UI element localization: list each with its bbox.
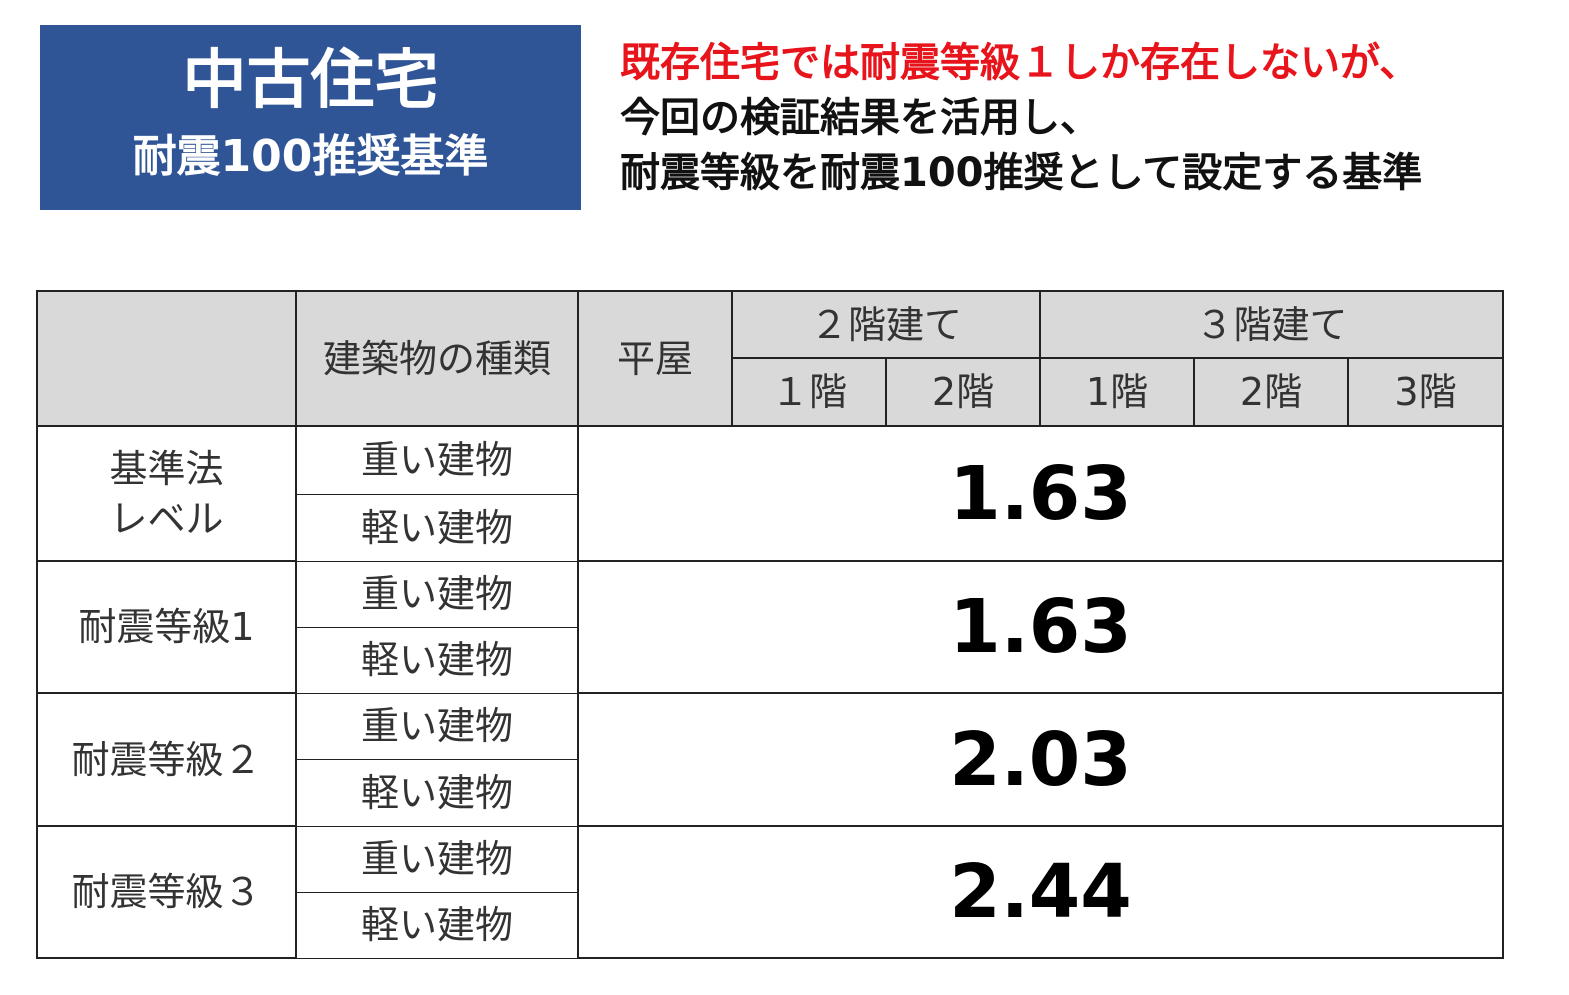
table: 建築物の種類 平屋 ２階建て ３階建て １階 2階 1階 2階 3階 基準法 レ… [36,290,1504,959]
header-cell: 平屋 [577,290,733,427]
body-row: 基準法 レベル 重い建物 1.63 [36,425,1504,562]
body-row: 耐震等級1 重い建物 1.63 [36,560,1504,694]
type-cell: 重い建物 [295,560,579,628]
corner-cell [36,290,297,427]
header-cell: １階 [731,357,887,427]
type-cell: 重い建物 [295,825,579,893]
table-body: 基準法 レベル 重い建物 1.63 軽い建物 耐震等級1 重い建物 1.63 軽い建物 耐震等級… [36,425,1504,959]
body-row: 耐震等級２ 重い建物 2.03 [36,692,1504,827]
header-cell: 1階 [1039,357,1195,427]
type-cell: 軽い建物 [295,758,579,827]
value-cell: 2.03 [577,692,1504,827]
type-cell: 軽い建物 [295,891,579,959]
value-cell: 1.63 [577,425,1504,562]
body-row: 軽い建物 [37,493,1503,562]
header-cell: 2階 [885,357,1041,427]
header-cell: 建築物の種類 [295,290,579,427]
note-line: 今回の検証結果を活用し、 [620,95,1100,141]
body-row: 軽い建物 [37,626,1503,694]
value-cell: 2.44 [577,825,1504,959]
type-cell: 軽い建物 [295,493,579,562]
type-cell: 軽い建物 [295,626,579,694]
type-cell: 重い建物 [295,692,579,760]
group-label: 耐震等級２ [36,692,297,827]
body-row: 軽い建物 [37,891,1503,959]
value-cell: 1.63 [577,560,1504,694]
header-subtitle: 耐震100推奨基準 [132,131,489,182]
header-cell: ３階建て [1039,290,1504,359]
header-cell: 2階 [1193,357,1349,427]
header-row: 建築物の種類 平屋 ２階建て ３階建て [36,290,1504,427]
note-line: 耐震等級を耐震100推奨として設定する基準 [620,150,1423,196]
type-cell: 重い建物 [295,425,579,495]
group-label: 耐震等級３ [36,825,297,959]
body-row: 軽い建物 [37,758,1503,827]
header-cell: 3階 [1347,357,1504,427]
note-line: 既存住宅では耐震等級１しか存在しないが、 [620,40,1420,86]
group-label: 耐震等級1 [36,560,297,694]
header-cell: ２階建て [731,290,1041,359]
group-label: 基準法 レベル [36,425,297,562]
body-row: 耐震等級３ 重い建物 2.44 [36,825,1504,959]
note: 既存住宅では耐震等級１しか存在しないが、 今回の検証結果を活用し、 耐震等級を耐… [620,36,1422,201]
table-head: 建築物の種類 平屋 ２階建て ３階建て １階 2階 1階 2階 3階 [36,290,1504,427]
header-box: 中古住宅 耐震100推奨基準 [40,25,581,210]
header-title: 中古住宅 [182,44,439,118]
header-row: １階 2階 1階 2階 3階 [37,357,1504,427]
